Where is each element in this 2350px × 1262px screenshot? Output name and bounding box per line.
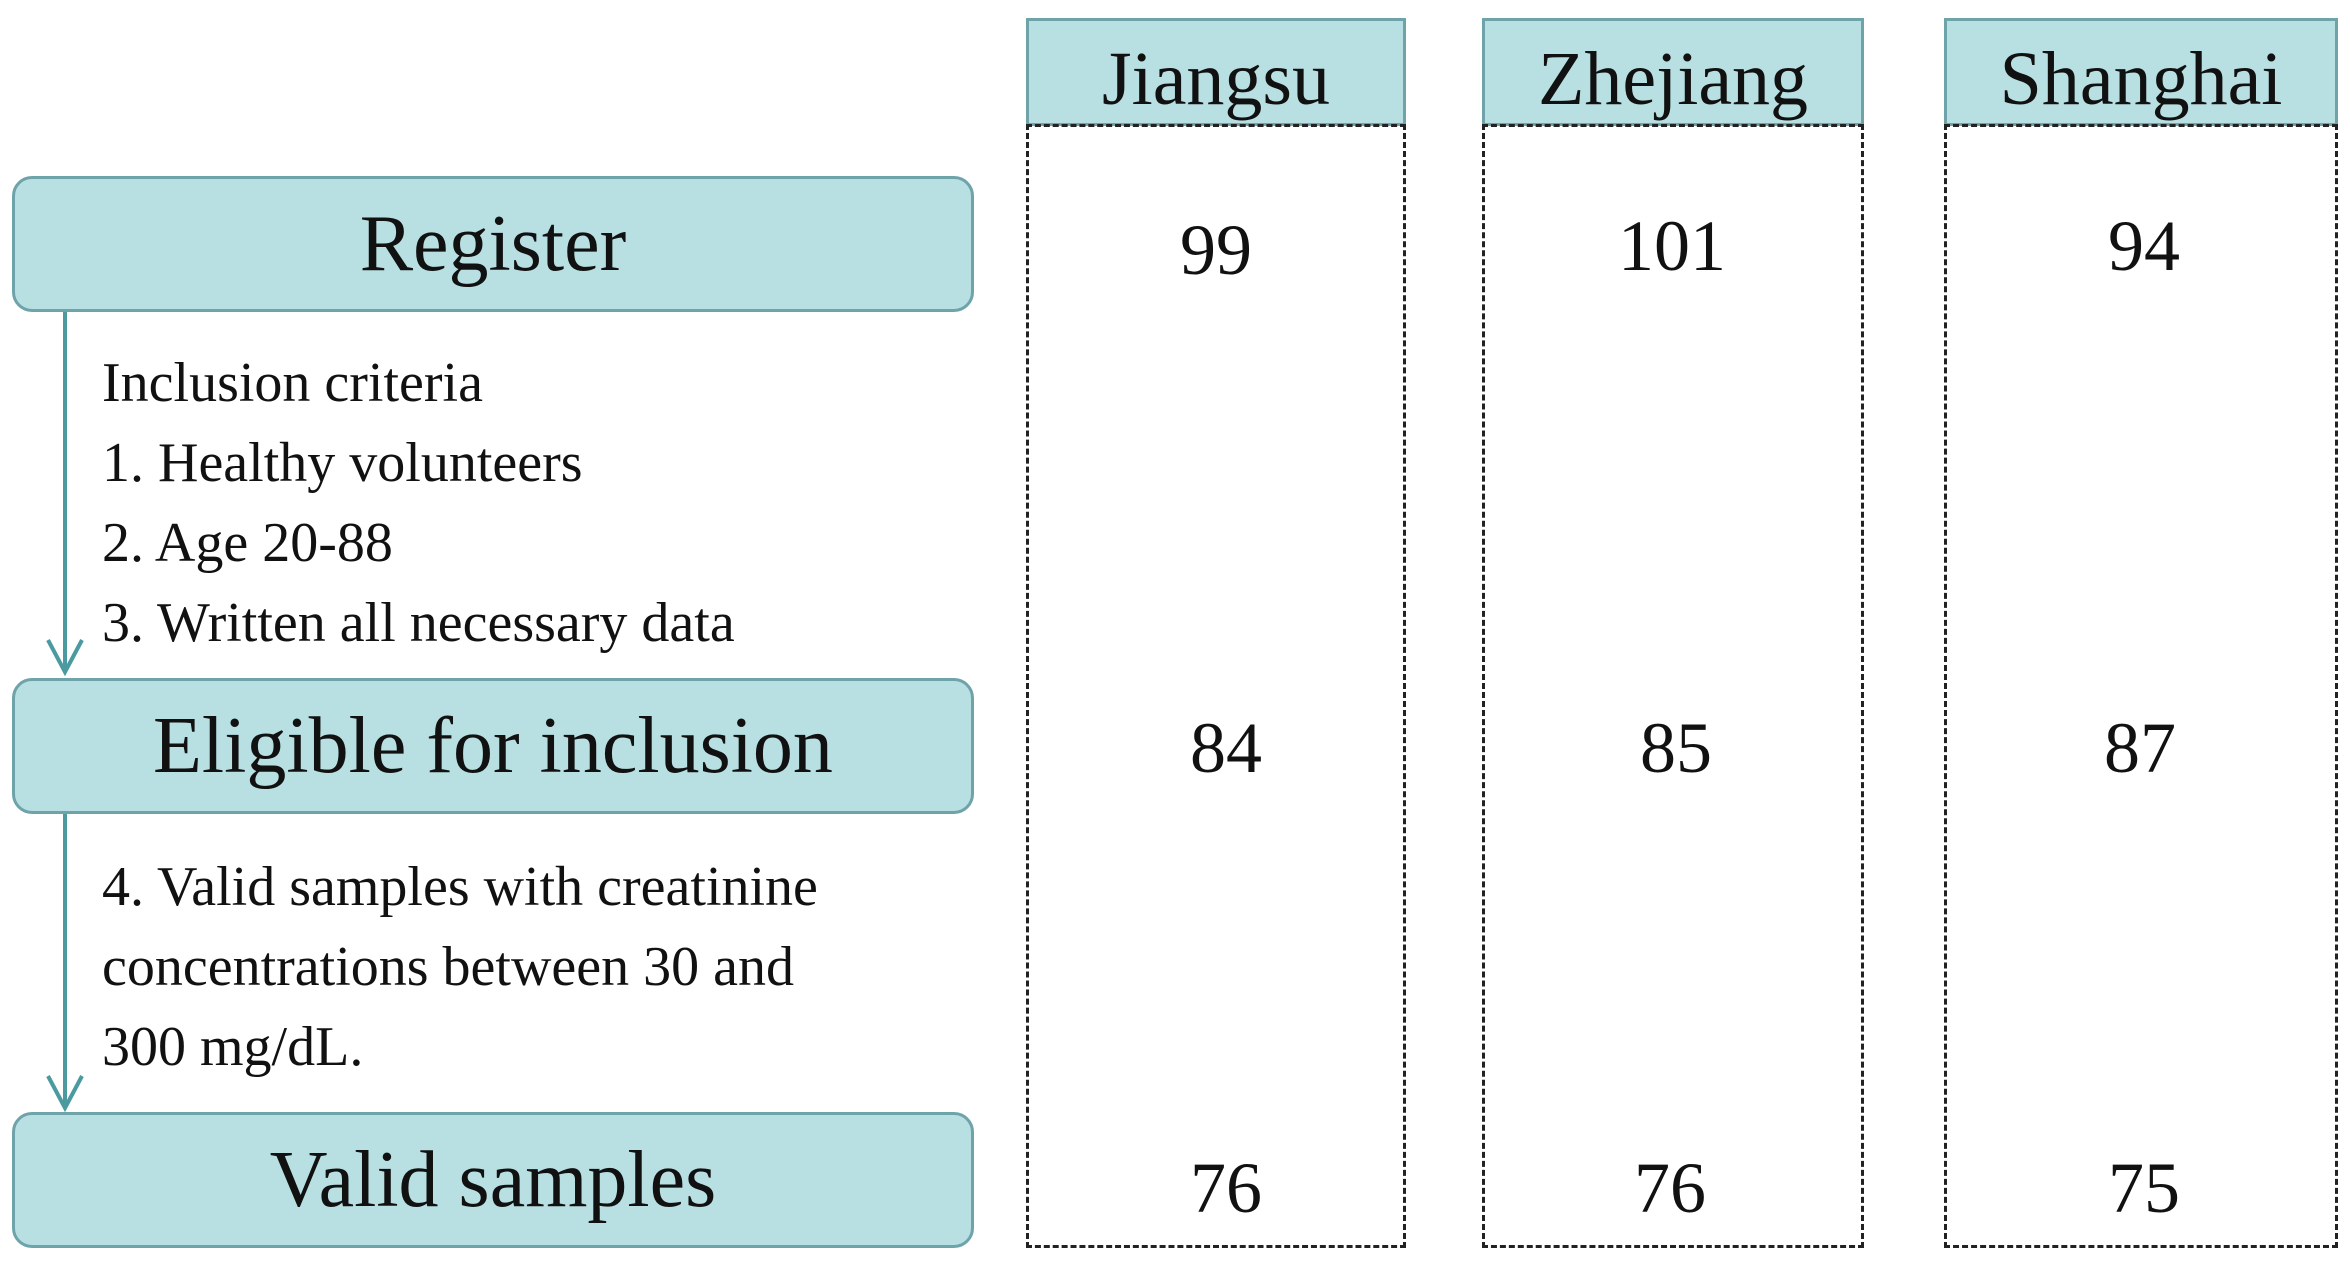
- count-zhejiang-register: 101: [1618, 206, 1726, 286]
- criteria-line: 2. Age 20-88: [102, 512, 393, 574]
- inclusion-criteria: Inclusion criteria 1. Healthy volunteers…: [102, 343, 735, 663]
- criteria-line: Inclusion criteria: [102, 352, 483, 414]
- count-shanghai-register: 94: [2108, 206, 2180, 286]
- count-jiangsu-register: 99: [1180, 210, 1252, 290]
- register-label: Register: [359, 200, 627, 288]
- arrowhead-2: [46, 1075, 84, 1113]
- count-shanghai-eligible: 87: [2104, 708, 2176, 788]
- region-name: Zhejiang: [1537, 37, 1809, 121]
- valid-samples-label: Valid samples: [269, 1136, 717, 1224]
- region-header-shanghai: Shanghai: [1944, 18, 2338, 126]
- register-box: Register: [12, 176, 974, 312]
- arrowhead-1: [46, 639, 84, 677]
- validity-criteria: 4. Valid samples with creatinine concent…: [102, 847, 818, 1087]
- count-zhejiang-eligible: 85: [1640, 708, 1712, 788]
- count-zhejiang-valid: 76: [1634, 1148, 1706, 1228]
- region-name: Jiangsu: [1102, 37, 1330, 121]
- eligible-box: Eligible for inclusion: [12, 678, 974, 814]
- region-header-jiangsu: Jiangsu: [1026, 18, 1406, 126]
- valid-samples-box: Valid samples: [12, 1112, 974, 1248]
- region-name: Shanghai: [1999, 37, 2283, 121]
- count-jiangsu-valid: 76: [1190, 1148, 1262, 1228]
- count-jiangsu-eligible: 84: [1190, 708, 1262, 788]
- criteria-line: 300 mg/dL.: [102, 1016, 364, 1078]
- criteria-line: 1. Healthy volunteers: [102, 432, 583, 494]
- criteria-line: concentrations between 30 and: [102, 936, 794, 998]
- region-column-zhejiang: [1482, 124, 1864, 1248]
- region-column-shanghai: [1944, 124, 2338, 1248]
- region-column-jiangsu: [1026, 124, 1406, 1248]
- criteria-line: 4. Valid samples with creatinine: [102, 856, 818, 918]
- count-shanghai-valid: 75: [2108, 1148, 2180, 1228]
- criteria-line: 3. Written all necessary data: [102, 592, 735, 654]
- region-header-zhejiang: Zhejiang: [1482, 18, 1864, 126]
- eligible-label: Eligible for inclusion: [153, 702, 833, 790]
